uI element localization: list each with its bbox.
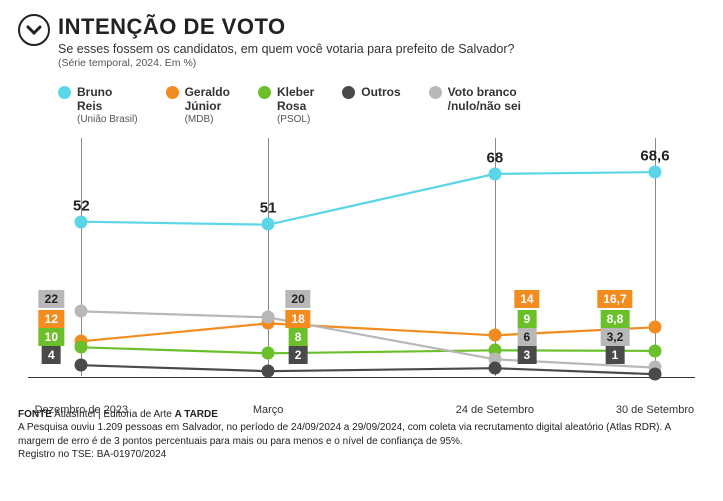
data-point xyxy=(262,347,275,360)
header: INTENÇÃO DE VOTO Se esses fossem os cand… xyxy=(0,0,723,73)
data-point xyxy=(648,321,661,334)
data-point xyxy=(75,215,88,228)
legend-item: GeraldoJúnior(MDB) xyxy=(166,85,230,126)
data-point xyxy=(648,165,661,178)
page-meta: (Série temporal, 2024. Em %) xyxy=(58,57,515,69)
value-box: 6 xyxy=(518,328,537,346)
data-point xyxy=(648,367,661,380)
value-box: 1 xyxy=(606,346,625,364)
registry-text: Registro no TSE: BA-01970/2024 xyxy=(18,448,705,462)
data-point xyxy=(488,362,501,375)
value-box: 16,7 xyxy=(597,290,632,308)
value-box: 9 xyxy=(518,310,537,328)
method-text: A Pesquisa ouviu 1.209 pessoas em Salvad… xyxy=(18,421,705,448)
legend-party: (MDB) xyxy=(185,114,230,126)
gridline xyxy=(268,138,269,376)
value-label: 68,6 xyxy=(640,147,669,164)
data-point xyxy=(75,305,88,318)
legend-dot-icon xyxy=(342,86,355,99)
legend-dot-icon xyxy=(258,86,271,99)
value-box: 8 xyxy=(289,328,308,346)
data-point xyxy=(75,341,88,354)
value-box: 8,8 xyxy=(601,310,630,328)
page-title: INTENÇÃO DE VOTO xyxy=(58,14,515,40)
legend-name: BrunoReis xyxy=(77,85,138,114)
value-label: 51 xyxy=(260,200,277,217)
chart-lines xyxy=(28,138,695,398)
arrow-down-icon xyxy=(18,14,50,46)
value-box: 10 xyxy=(39,328,64,346)
legend: BrunoReis(União Brasil) GeraldoJúnior(MDB… xyxy=(0,73,723,132)
value-box: 18 xyxy=(285,310,310,328)
value-label: 52 xyxy=(73,197,90,214)
x-axis-label: 30 de Setembro xyxy=(616,404,694,416)
legend-dot-icon xyxy=(429,86,442,99)
legend-item: KleberRosa(PSOL) xyxy=(258,85,314,126)
legend-item: BrunoReis(União Brasil) xyxy=(58,85,138,126)
value-box: 2 xyxy=(289,346,308,364)
page-subtitle: Se esses fossem os candidatos, em quem v… xyxy=(58,42,515,56)
legend-item: Outros xyxy=(342,85,400,126)
data-point xyxy=(262,311,275,324)
legend-name: GeraldoJúnior xyxy=(185,85,230,114)
legend-name: Voto branco/nulo/não sei xyxy=(448,85,521,114)
x-axis-label: Dezembro de 2023 xyxy=(35,404,129,416)
value-label: 68 xyxy=(487,149,504,166)
data-point xyxy=(262,365,275,378)
data-point xyxy=(488,329,501,342)
legend-name: Outros xyxy=(361,85,400,99)
x-axis xyxy=(28,377,695,378)
value-box: 3 xyxy=(518,346,537,364)
legend-name: KleberRosa xyxy=(277,85,314,114)
data-point xyxy=(262,218,275,231)
legend-party: (União Brasil) xyxy=(77,114,138,126)
legend-party: (PSOL) xyxy=(277,114,314,126)
value-box: 3,2 xyxy=(601,328,630,346)
data-point xyxy=(648,344,661,357)
value-box: 22 xyxy=(39,290,64,308)
legend-item: Voto branco/nulo/não sei xyxy=(429,85,521,126)
value-box: 12 xyxy=(39,310,64,328)
value-box: 14 xyxy=(514,290,539,308)
legend-dot-icon xyxy=(166,86,179,99)
legend-dot-icon xyxy=(58,86,71,99)
line-chart: Dezembro de 2023Março24 de Setembro30 de… xyxy=(28,138,695,398)
x-axis-label: Março xyxy=(253,404,284,416)
chart-container: Dezembro de 2023Março24 de Setembro30 de… xyxy=(0,132,723,402)
value-box: 20 xyxy=(285,290,310,308)
data-point xyxy=(488,167,501,180)
data-point xyxy=(75,359,88,372)
value-box: 4 xyxy=(42,346,61,364)
x-axis-label: 24 de Setembro xyxy=(456,404,534,416)
